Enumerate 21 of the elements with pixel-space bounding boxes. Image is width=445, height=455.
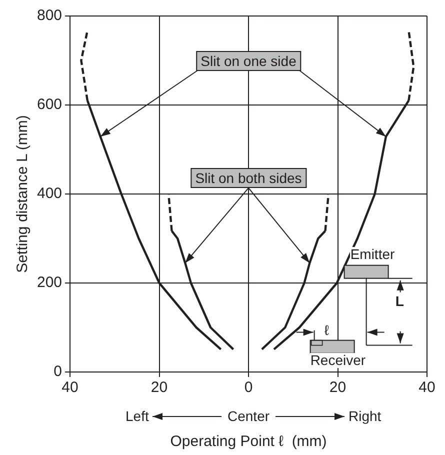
- y-tick-label: 600: [36, 96, 62, 114]
- y-tick-label: 0: [54, 363, 62, 380]
- annotation: L: [395, 293, 404, 310]
- x-axis-title: Operating Point ℓ (mm): [170, 433, 327, 450]
- x-tick-label: 20: [329, 379, 346, 396]
- y-tick-label: 400: [36, 185, 62, 202]
- x-tick-label: 40: [418, 379, 436, 396]
- annotation: Receiver: [310, 352, 366, 368]
- y-tick-label: 200: [36, 274, 62, 292]
- x-tick-label: 0: [244, 379, 253, 396]
- annotation: ℓ: [324, 322, 329, 338]
- text: Center: [228, 408, 270, 424]
- x-tick-label: 20: [150, 379, 168, 396]
- annotation: Emitter: [350, 246, 395, 262]
- y-tick-label: 800: [36, 7, 62, 24]
- y-axis-title: Setting distance L (mm): [14, 115, 32, 273]
- annotation: Slit on both sides: [190, 168, 307, 188]
- text: Right: [348, 408, 382, 424]
- x-tick-label: 40: [62, 379, 78, 396]
- text: Left: [126, 408, 149, 424]
- annotation: Slit on one side: [196, 50, 302, 70]
